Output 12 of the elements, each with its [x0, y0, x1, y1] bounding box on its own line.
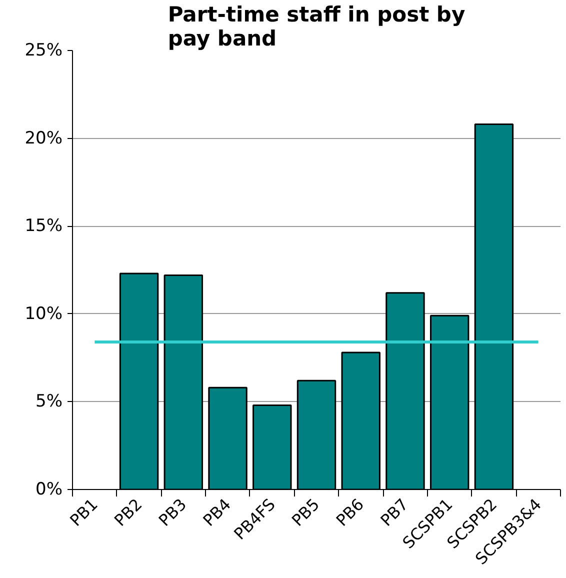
y-tick-label: 5%: [36, 392, 63, 412]
x-tick-label: PB4: [199, 494, 234, 530]
x-tick-label: PB2: [110, 494, 146, 530]
y-tick-label: 0%: [36, 480, 63, 500]
y-tick-label: 20%: [24, 128, 63, 148]
x-tick-label: PB5: [288, 494, 324, 530]
x-tick-label: PB3: [154, 494, 190, 530]
chart-title: Part-time staff in post by pay band: [168, 2, 466, 50]
y-tick-label: 10%: [24, 304, 63, 324]
x-tick-label: PB1: [66, 494, 102, 530]
y-tick-label: 15%: [24, 216, 63, 236]
y-tick-label: 25%: [24, 40, 63, 60]
